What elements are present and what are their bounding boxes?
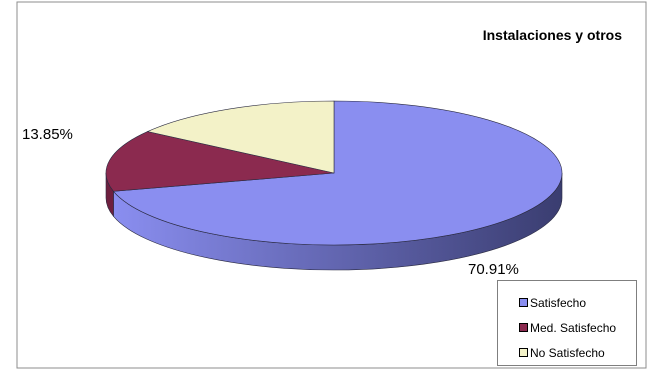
data-label-satisfecho: 70.91% <box>468 261 519 278</box>
slice-no-satisfecho <box>146 100 335 174</box>
legend-item-med-satisfecho: Med. Satisfecho <box>519 315 636 340</box>
chart-title: Instalaciones y otros <box>482 27 622 43</box>
data-label-med-satisfecho: 13.85% <box>22 126 73 143</box>
legend-label: Med. Satisfecho <box>530 320 617 335</box>
pie-slices <box>105 100 563 246</box>
legend-swatch <box>519 348 528 357</box>
legend: Satisfecho Med. Satisfecho No Satisfecho <box>497 280 637 366</box>
slice-satisfecho <box>112 100 563 246</box>
legend-item-satisfecho: Satisfecho <box>519 290 636 315</box>
legend-label: No Satisfecho <box>530 345 605 360</box>
legend-label: Satisfecho <box>530 295 587 310</box>
legend-swatch <box>519 323 528 332</box>
legend-swatch <box>519 298 528 307</box>
legend-item-no-satisfecho: No Satisfecho <box>519 340 636 365</box>
slice-med-satisfecho <box>105 131 335 192</box>
